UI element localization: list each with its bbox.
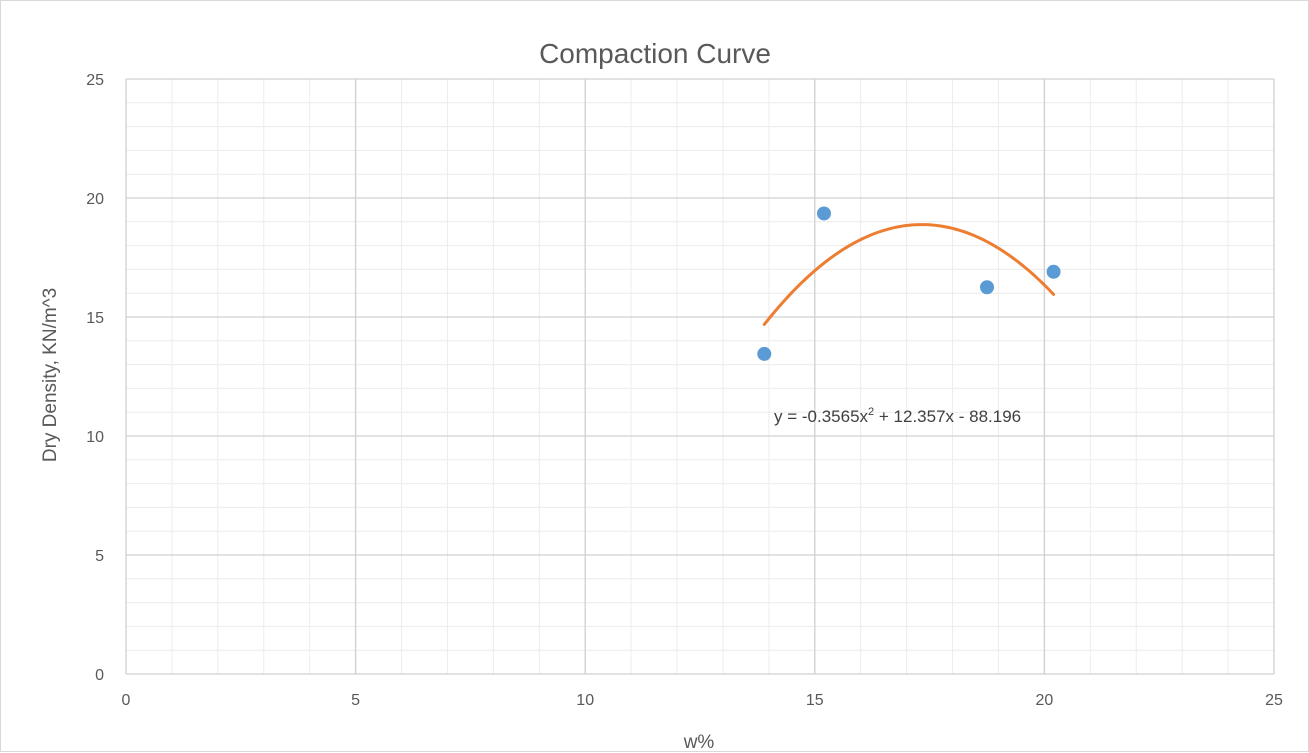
y-axis-title: Dry Density, KN/m^3 <box>40 288 61 462</box>
trendline-equation: y = -0.3565x2 + 12.357x - 88.196 <box>774 406 1021 426</box>
polynomial-trendline <box>762 223 1056 326</box>
data-points <box>757 206 1061 361</box>
y-tick-label: 20 <box>86 191 104 208</box>
y-tick-label: 10 <box>86 429 104 446</box>
data-point <box>980 280 994 295</box>
equation-prefix: y = -0.3565x <box>774 407 869 426</box>
y-tick-label: 25 <box>86 72 104 89</box>
x-tick-label: 15 <box>806 692 824 709</box>
x-tick-labels: 0 5 10 15 20 25 <box>122 692 1283 709</box>
data-point <box>1046 264 1061 279</box>
data-point <box>816 206 831 221</box>
y-tick-label: 0 <box>95 667 104 684</box>
chart-title: Compaction Curve <box>539 38 771 69</box>
equation-suffix: + 12.357x - 88.196 <box>874 407 1021 426</box>
equation-exponent: 2 <box>868 406 874 418</box>
x-tick-label: 10 <box>576 692 594 709</box>
y-tick-label: 15 <box>86 310 104 327</box>
data-point <box>757 346 772 361</box>
x-tick-label: 20 <box>1036 692 1054 709</box>
x-axis-title: w% <box>683 732 715 753</box>
y-tick-labels: 0 5 10 15 20 25 <box>86 72 104 684</box>
x-tick-label: 0 <box>122 692 131 709</box>
x-tick-label: 25 <box>1265 692 1283 709</box>
x-tick-label: 5 <box>351 692 360 709</box>
major-gridlines <box>125 78 1275 675</box>
minor-gridlines <box>126 79 1274 674</box>
y-tick-label: 5 <box>95 548 104 565</box>
